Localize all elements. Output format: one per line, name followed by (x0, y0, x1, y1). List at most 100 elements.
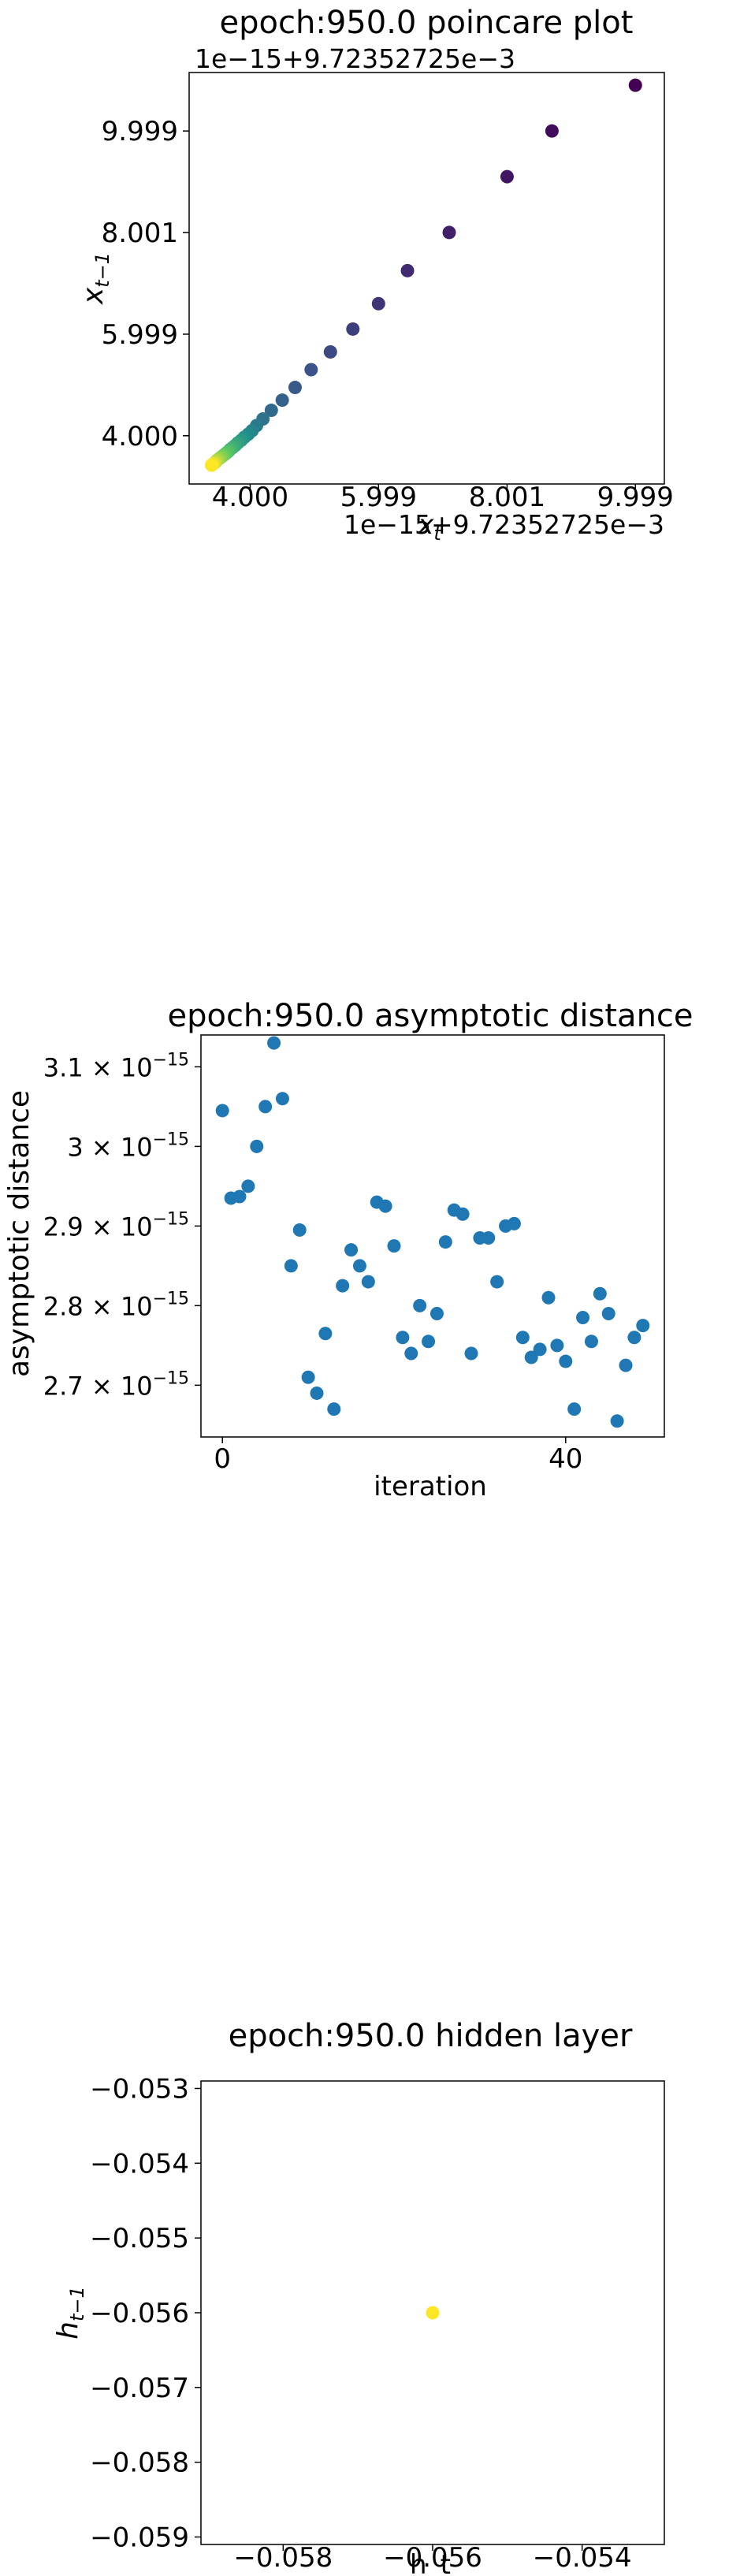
x-tick-label: −0.058 (233, 2542, 333, 2574)
data-point (264, 404, 278, 418)
data-point (241, 1179, 255, 1193)
data-point (559, 1354, 573, 1368)
y-axis-label: asymptotic distance (3, 1090, 35, 1377)
data-point (387, 1239, 401, 1253)
data-point (584, 1335, 598, 1349)
data-point (378, 1199, 392, 1213)
data-point (567, 1402, 582, 1416)
data-point (258, 1100, 273, 1114)
data-point (490, 1275, 504, 1289)
x-tick-label: 5.999 (340, 482, 417, 513)
x-axis-label: xt (417, 509, 442, 545)
x-tick-label: 0 (214, 1443, 231, 1475)
data-point (550, 1338, 564, 1353)
x-tick-label: 4.000 (212, 482, 288, 513)
x-tick-label: 40 (548, 1443, 582, 1475)
chart-title: epoch:950.0 asymptotic distance (167, 998, 693, 1034)
data-point (627, 1331, 641, 1345)
data-point (275, 393, 289, 408)
data-point (232, 1189, 247, 1204)
data-point (500, 169, 514, 184)
y-tick-label: 2.9 × 10−15 (43, 1209, 189, 1241)
data-point (576, 1311, 590, 1325)
x-tick-label: −0.056 (383, 2542, 482, 2574)
data-point (352, 1259, 366, 1273)
x-tick-label: 8.001 (469, 482, 545, 513)
y-tick-label: −0.058 (90, 2448, 189, 2479)
data-point (482, 1231, 496, 1245)
y-tick-label: 3 × 10−15 (67, 1130, 189, 1162)
data-point (593, 1286, 607, 1301)
data-point (400, 263, 415, 277)
data-point (413, 1298, 427, 1312)
data-point (267, 1036, 281, 1050)
y-tick-label: 3.1 × 10−15 (43, 1050, 189, 1082)
x-offset-label: 1e−15+9.72352725e−3 (344, 509, 664, 540)
y-tick-label: 9.999 (102, 116, 178, 147)
chart-title: epoch:950.0 poincare plot (220, 5, 634, 41)
data-point (371, 296, 385, 311)
data-point (524, 1350, 538, 1364)
data-point (336, 1279, 350, 1293)
data-point (610, 1414, 624, 1428)
y-tick-label: −0.057 (90, 2373, 189, 2404)
data-point (396, 1331, 410, 1345)
data-point (507, 1216, 521, 1230)
y-tick-label: 2.7 × 10−15 (43, 1368, 189, 1401)
data-point (292, 1223, 307, 1237)
plot-frame (188, 72, 665, 485)
data-point (361, 1275, 375, 1289)
x-axis-label: h_t (410, 2549, 451, 2576)
data-point (442, 225, 456, 240)
data-point (310, 1386, 324, 1400)
data-point (215, 1104, 229, 1118)
data-point (284, 1259, 298, 1273)
data-point (404, 1346, 418, 1361)
y-axis-label-text: xt−1 (77, 252, 113, 305)
data-point (619, 1358, 633, 1372)
data-point (346, 322, 360, 336)
y-tick-label: 4.000 (102, 421, 178, 452)
plot-frame (200, 1034, 665, 1438)
y-tick-label: 2.8 × 10−15 (43, 1289, 189, 1321)
y-axis-label-text: ht−1 (52, 2286, 88, 2340)
data-point (250, 1139, 264, 1153)
data-point (426, 2306, 440, 2320)
data-point (515, 1331, 530, 1345)
data-point (205, 458, 219, 472)
data-point (628, 78, 642, 92)
y-axis-label: ht−1 (52, 2286, 88, 2340)
data-point (323, 344, 337, 359)
chart-title: epoch:950.0 hidden layer (229, 2018, 633, 2054)
data-point (422, 1335, 436, 1349)
y-tick-label: −0.055 (90, 2223, 189, 2254)
y-tick-label: −0.059 (90, 2522, 189, 2554)
data-point (301, 1370, 315, 1384)
y-axis-label: xt−1 (77, 252, 113, 305)
data-point (344, 1243, 359, 1257)
data-point (438, 1235, 452, 1249)
data-point (327, 1402, 341, 1416)
y-tick-label: −0.056 (90, 2298, 189, 2329)
x-axis-label: iteration (374, 1471, 487, 1502)
y-tick-label: 8.001 (102, 218, 178, 249)
data-point (288, 381, 302, 395)
data-point (636, 1319, 650, 1333)
data-point (456, 1207, 470, 1221)
data-point (318, 1327, 333, 1341)
data-point (541, 1290, 556, 1305)
x-tick-label: −0.054 (533, 2542, 632, 2574)
x-tick-label: 9.999 (597, 482, 674, 513)
data-point (429, 1306, 444, 1320)
y-tick-label: −0.053 (90, 2073, 189, 2105)
data-point (601, 1306, 615, 1320)
data-point (464, 1346, 478, 1361)
y-offset-label: 1e−15+9.72352725e−3 (195, 43, 515, 74)
y-tick-label: −0.054 (90, 2148, 189, 2180)
data-point (545, 124, 559, 138)
data-point (304, 363, 318, 377)
y-tick-label: 5.999 (102, 319, 178, 351)
data-point (533, 1342, 547, 1357)
data-point (275, 1092, 289, 1106)
